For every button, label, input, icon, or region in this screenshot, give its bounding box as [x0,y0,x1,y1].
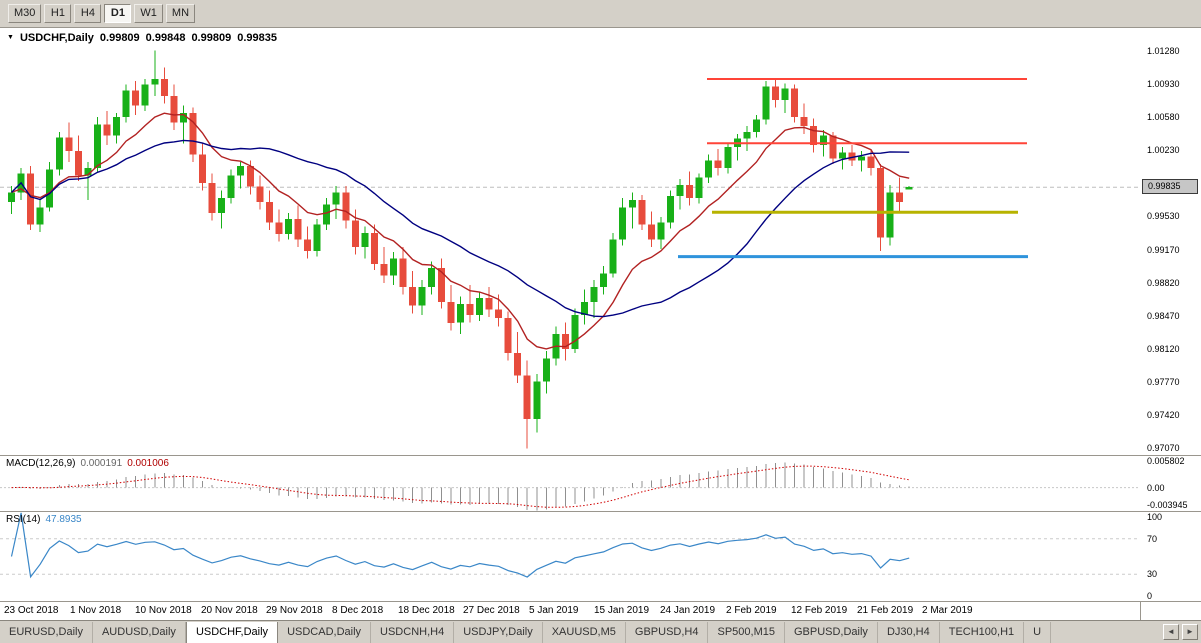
macd-main-value: 0.000191 [80,458,123,469]
ohlc-close-value: 0.99835 [237,32,277,44]
ohlc-high-value: 0.99848 [145,32,186,44]
chart-dropdown-icon[interactable]: ▼ [7,34,14,41]
rsi-label: RSI(14) 47.8935 [6,514,87,525]
panel-separator [0,601,1201,602]
timeframe-button-h1[interactable]: H1 [44,4,72,23]
sma-24-line [11,139,910,318]
date-axis-label: 2 Feb 2019 [726,605,777,616]
price-axis-label: 1.00930 [1147,79,1180,89]
price-axis-label: 1.00230 [1147,145,1180,155]
price-axis-label: 0.99530 [1147,211,1180,221]
date-axis-label: 1 Nov 2018 [70,605,122,616]
rsi-panel: RSI(14) 47.8935 [0,512,1140,601]
candlestick-chart[interactable] [0,28,1140,455]
price-axis-label: 0.97770 [1147,377,1180,387]
timeframe-button-mn[interactable]: MN [165,4,196,23]
rsi-axis-label: 100 [1147,512,1163,522]
macd-axis[interactable]: 0.005802 0.00 -0.003945 [1140,456,1201,511]
ohlc-open-value: 0.99809 [99,32,140,44]
date-axis-label: 27 Dec 2018 [463,605,520,616]
date-axis-label: 12 Feb 2019 [791,605,848,616]
tab-dj30-h4[interactable]: DJ30,H4 [878,622,940,643]
tab-gbpusd-daily[interactable]: GBPUSD,Daily [785,622,878,643]
timeframe-button-d1[interactable]: D1 [104,4,132,23]
date-axis-label: 10 Nov 2018 [135,605,192,616]
price-axis-label: 0.98120 [1147,344,1180,354]
date-axis[interactable]: 23 Oct 2018 1 Nov 2018 10 Nov 2018 20 Nov 2… [0,602,1140,620]
date-axis-label: 29 Nov 2018 [266,605,323,616]
macd-histogram [20,462,910,511]
macd-label: MACD(12,26,9) 0.000191 0.001006 [6,458,174,469]
rsi-name: RSI(14) [6,514,41,525]
panel-separator[interactable] [0,455,1201,456]
main-chart-panel: ▼ USDCHF,Daily 0.99809 0.99848 0.99809 0.9983… [0,28,1140,455]
tab-xauusd-m5[interactable]: XAUUSD,M5 [543,622,626,643]
price-axis[interactable]: 1.01280 1.00930 1.00580 1.00230 0.99530 0.991… [1140,28,1201,455]
tab-eurusd-daily[interactable]: EURUSD,Daily [0,622,93,643]
date-axis-label: 23 Oct 2018 [4,605,59,616]
macd-axis-label: -0.003945 [1147,500,1188,510]
price-axis-label: 0.99170 [1147,245,1180,255]
macd-signal-value: 0.001006 [127,458,169,469]
tab-tech100-h1[interactable]: TECH100,H1 [940,622,1025,643]
rsi-axis-label: 70 [1147,534,1158,544]
price-axis-label: 1.01280 [1147,46,1180,56]
rsi-line [10,512,910,579]
price-axis-label: 0.98470 [1147,311,1180,321]
chart-ohlc-header: ▼ USDCHF,Daily 0.99809 0.99848 0.99809 0.9983… [7,32,283,44]
tab-audusd-daily[interactable]: AUDUSD,Daily [93,622,186,643]
macd-axis-label: 0.00 [1147,483,1165,493]
rsi-value: 47.8935 [45,514,82,525]
candles-group [8,50,913,449]
price-axis-label: 0.98820 [1147,278,1180,288]
tabs-scroll-right-button[interactable]: ► [1182,624,1198,640]
date-axis-label: 24 Jan 2019 [660,605,716,616]
timeframe-toolbar: M30 H1 H4 D1 W1 MN [0,0,1201,28]
date-axis-label: 18 Dec 2018 [398,605,455,616]
chart-symbol-label: USDCHF,Daily [19,32,94,44]
tab-usdchf-daily[interactable]: USDCHF,Daily [185,622,279,643]
tab-usdcad-daily[interactable]: USDCAD,Daily [278,622,372,643]
rsi-axis-label: 30 [1147,569,1158,579]
date-axis-label: 21 Feb 2019 [857,605,914,616]
panel-separator[interactable] [0,511,1201,512]
macd-axis-label: 0.005802 [1147,456,1185,466]
date-axis-label: 20 Nov 2018 [201,605,258,616]
chart-tabs: EURUSD,Daily AUDUSD,Daily USDCHF,Daily USDC… [0,622,1161,643]
tab-usdjpy-daily[interactable]: USDJPY,Daily [454,622,543,643]
price-axis-label: 0.97070 [1147,443,1180,453]
chart-tabs-bar: EURUSD,Daily AUDUSD,Daily USDCHF,Daily USDC… [0,620,1201,643]
tabs-scroll-controls: ◄ ► [1163,624,1198,640]
macd-indicator-chart[interactable] [0,456,1140,511]
price-axis-label: 1.00580 [1147,112,1180,122]
tabs-scroll-left-button[interactable]: ◄ [1163,624,1179,640]
ohlc-low-value: 0.99809 [191,32,232,44]
macd-panel: MACD(12,26,9) 0.000191 0.001006 [0,456,1140,511]
ema-10-line [11,112,910,350]
rsi-axis[interactable]: 100 70 30 0 [1140,512,1201,601]
tab-sp500-m15[interactable]: SP500,M15 [708,622,785,643]
timeframe-button-w1[interactable]: W1 [134,4,163,23]
date-axis-label: 5 Jan 2019 [529,605,579,616]
tab-usdcnh-h4[interactable]: USDCNH,H4 [371,622,455,643]
rsi-axis-label: 0 [1147,591,1153,601]
rsi-indicator-chart[interactable] [0,512,1140,601]
price-axis-label: 0.97420 [1147,410,1180,420]
timeframe-button-m30[interactable]: M30 [8,4,42,23]
macd-name: MACD(12,26,9) [6,458,76,469]
timeframe-button-h4[interactable]: H4 [74,4,102,23]
date-axis-label: 8 Dec 2018 [332,605,384,616]
current-price-tag: 0.99835 [1142,179,1198,194]
date-axis-label: 2 Mar 2019 [922,605,973,616]
tab-u[interactable]: U [1024,622,1052,643]
date-axis-label: 15 Jan 2019 [594,605,650,616]
tab-gbpusd-h4[interactable]: GBPUSD,H4 [626,622,709,643]
